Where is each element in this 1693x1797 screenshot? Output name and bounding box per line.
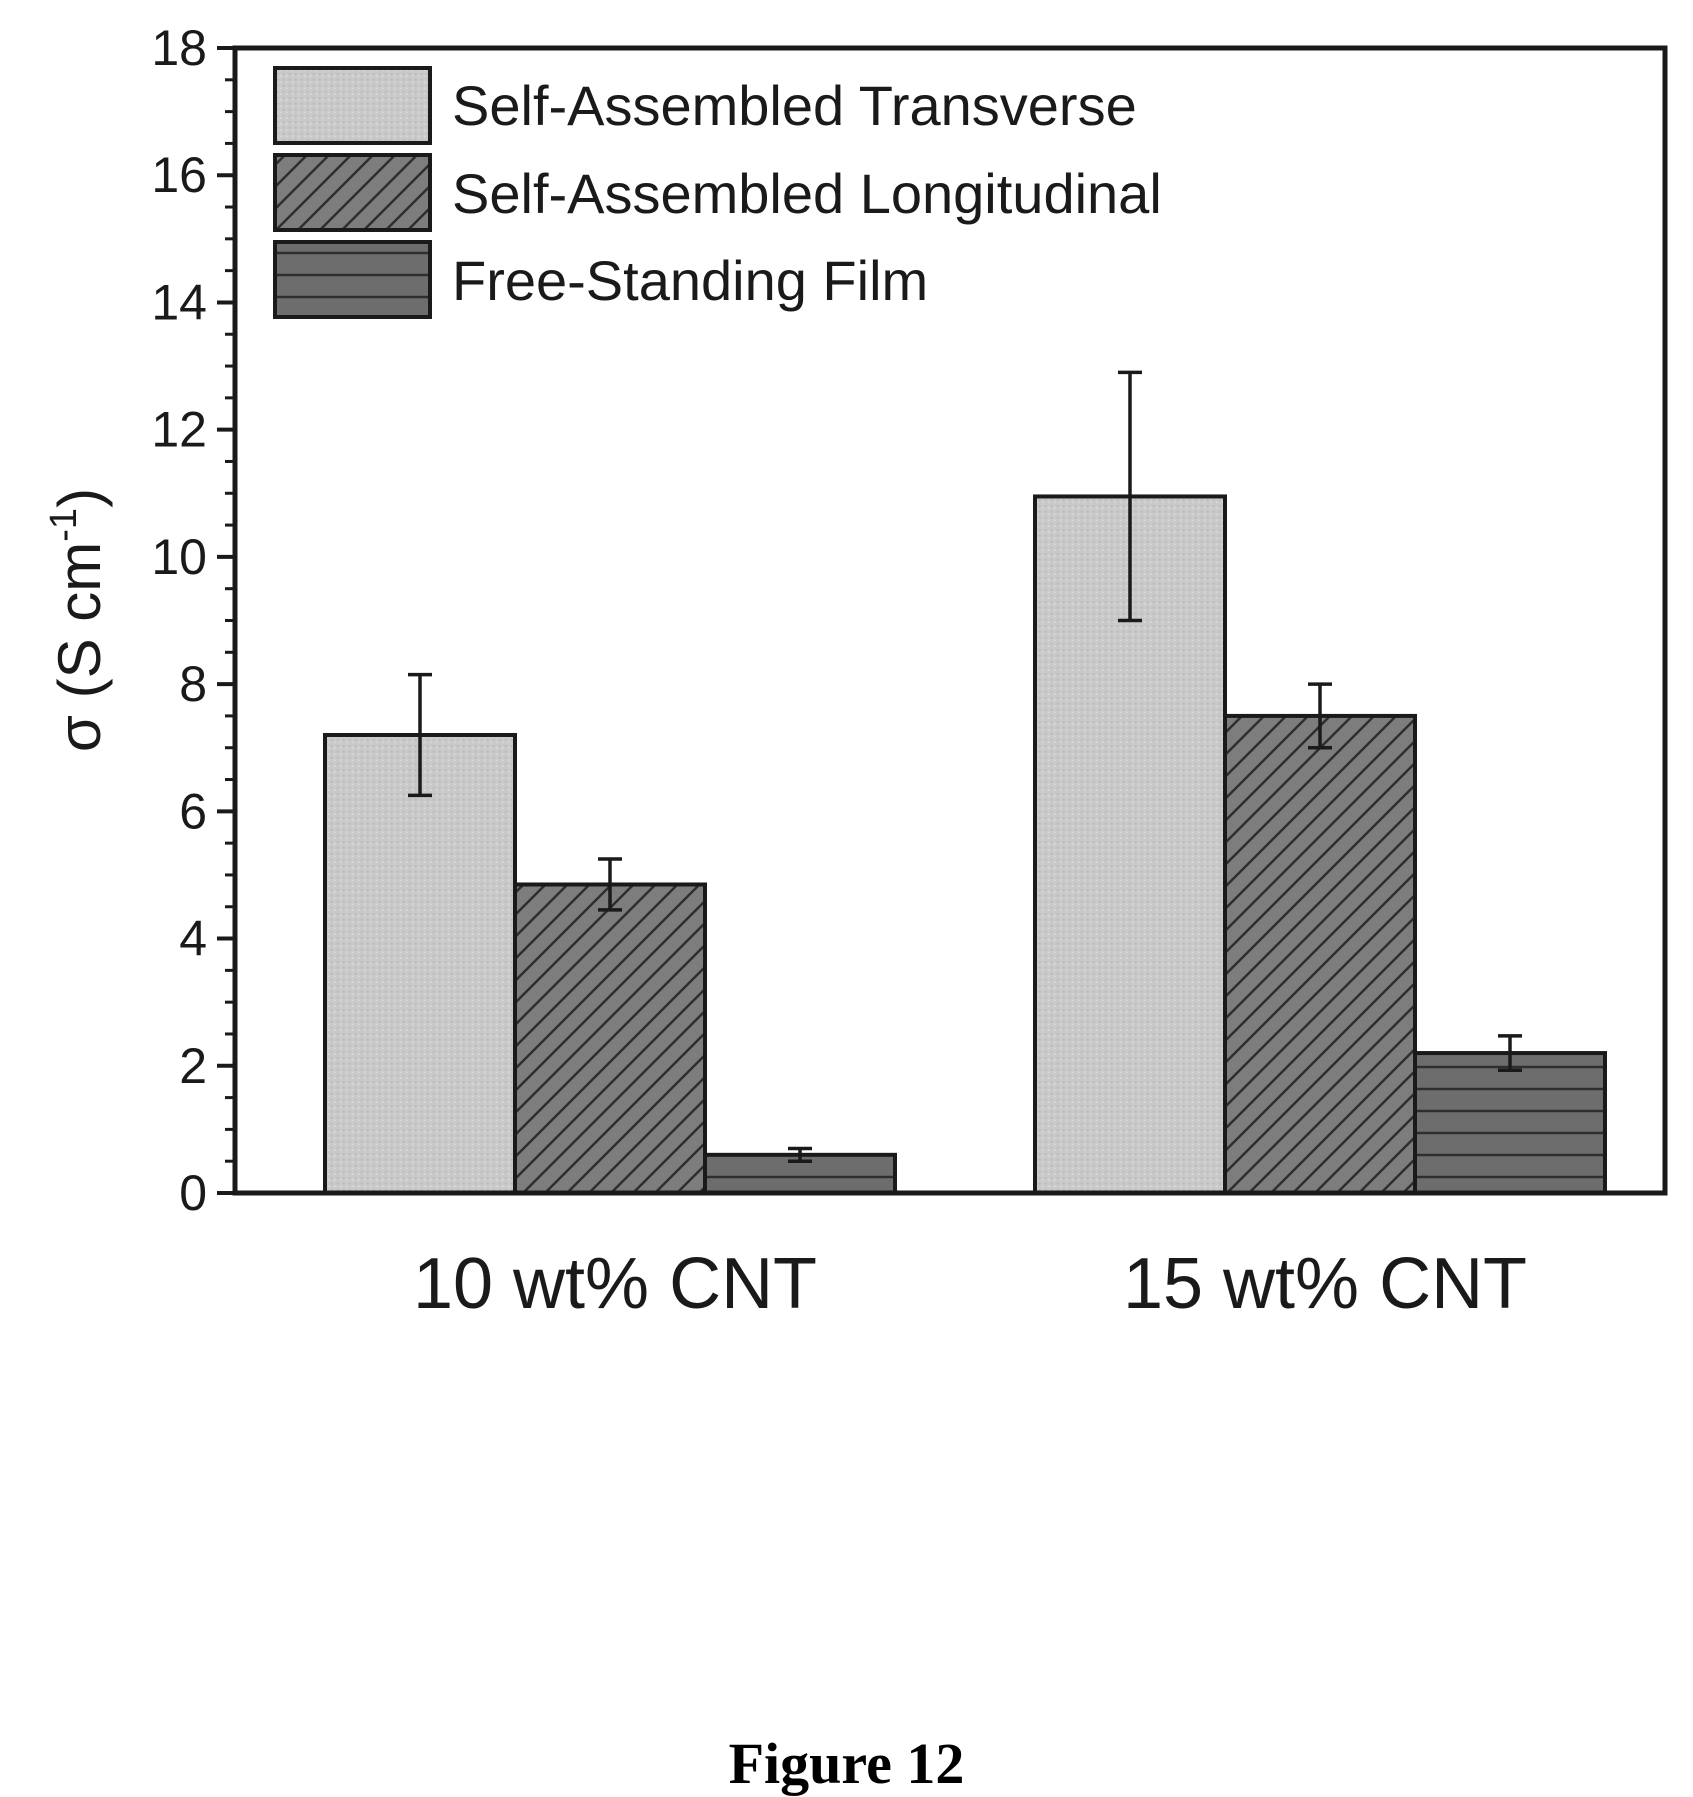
figure-caption: Figure 12 <box>728 1731 965 1796</box>
legend-label: Self-Assembled Transverse <box>452 74 1137 137</box>
legend: Self-Assembled Transverse Self-Assembled… <box>273 66 1162 319</box>
y-axis-label-close: ) <box>46 488 113 508</box>
y-tick-label: 0 <box>179 1165 207 1221</box>
legend-label: Free-Standing Film <box>452 249 928 312</box>
legend-swatch-free-standing <box>273 240 432 319</box>
error-bars-layer <box>408 370 1522 1163</box>
legend-swatch-longitudinal <box>273 153 432 232</box>
y-tick-label: 12 <box>151 402 207 458</box>
bar <box>1413 1051 1607 1195</box>
y-axis: 0 2 4 6 8 10 12 14 16 18 <box>151 20 235 1221</box>
y-axis-label-main: σ (S cm <box>46 542 113 752</box>
y-tick-label: 10 <box>151 529 207 585</box>
legend-label: Self-Assembled Longitudinal <box>452 162 1162 225</box>
bar <box>1223 713 1417 1196</box>
y-tick-label: 6 <box>179 783 207 839</box>
y-tick-label: 16 <box>151 147 207 203</box>
bar <box>323 733 517 1195</box>
x-axis-labels: 10 wt% CNT 15 wt% CNT <box>413 1244 1527 1324</box>
y-axis-label: σ (S cm-1) <box>43 488 113 752</box>
y-tick-label: 2 <box>179 1038 207 1094</box>
y-axis-label-superscript: -1 <box>43 508 85 542</box>
y-tick-label: 18 <box>151 20 207 76</box>
bar <box>513 882 707 1195</box>
category-label: 15 wt% CNT <box>1123 1244 1527 1324</box>
y-tick-label: 4 <box>179 911 207 967</box>
category-label: 10 wt% CNT <box>413 1244 817 1324</box>
y-tick-label: 14 <box>151 274 207 330</box>
y-tick-label: 8 <box>179 656 207 712</box>
bars-layer <box>323 494 1607 1196</box>
legend-swatch-transverse <box>273 66 432 145</box>
